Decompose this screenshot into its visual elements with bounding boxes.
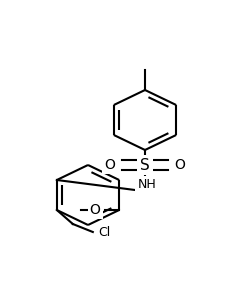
Text: O: O (104, 158, 115, 172)
Text: S: S (140, 157, 149, 173)
Text: Cl: Cl (98, 225, 110, 239)
Text: O: O (174, 158, 185, 172)
Text: O: O (89, 203, 100, 217)
Text: NH: NH (137, 178, 156, 192)
